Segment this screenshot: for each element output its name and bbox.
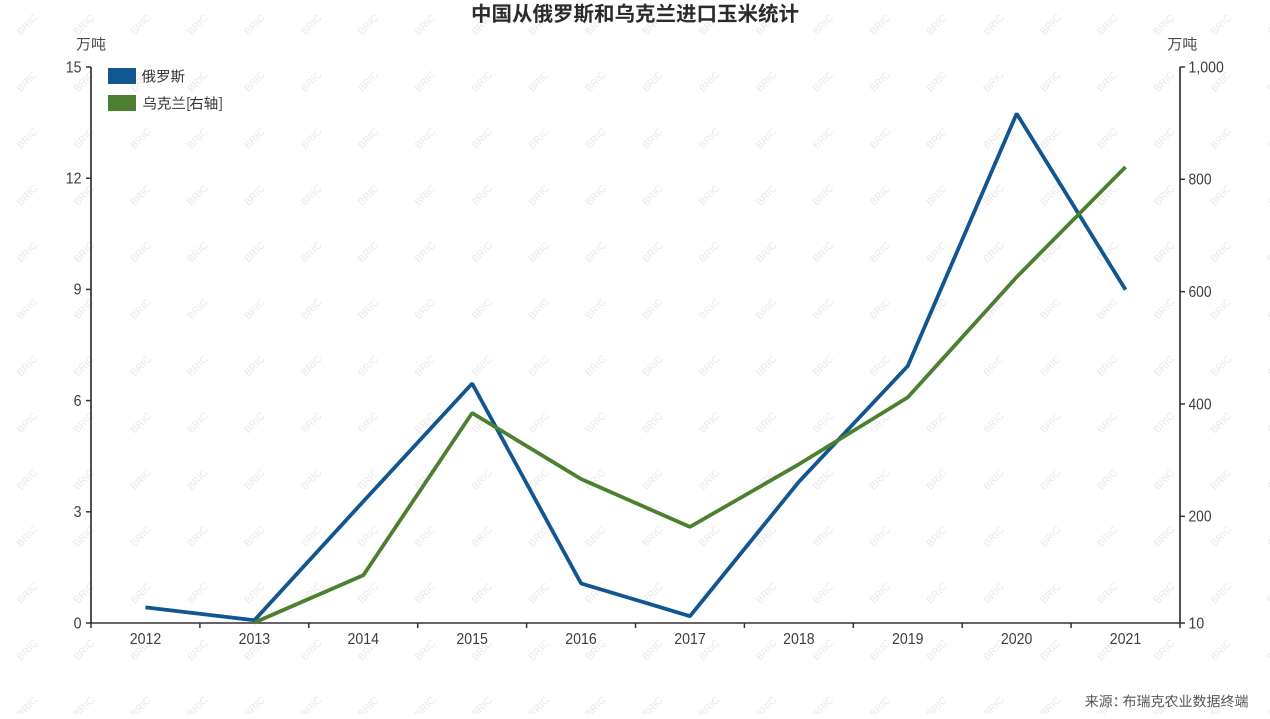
svg-text:2012: 2012 bbox=[130, 631, 162, 648]
svg-text:800: 800 bbox=[1189, 172, 1212, 189]
svg-text:15: 15 bbox=[66, 59, 82, 76]
svg-text:2020: 2020 bbox=[1001, 631, 1033, 648]
svg-text:2015: 2015 bbox=[456, 631, 488, 648]
svg-text:2017: 2017 bbox=[674, 631, 706, 648]
svg-text:0: 0 bbox=[74, 615, 82, 632]
svg-text:3: 3 bbox=[74, 504, 82, 521]
svg-text:2016: 2016 bbox=[565, 631, 597, 648]
svg-text:2021: 2021 bbox=[1110, 631, 1142, 648]
svg-text:2013: 2013 bbox=[239, 631, 271, 648]
svg-text:10: 10 bbox=[1189, 615, 1205, 632]
svg-text:200: 200 bbox=[1189, 509, 1212, 526]
svg-text:2018: 2018 bbox=[783, 631, 815, 648]
svg-text:6: 6 bbox=[74, 393, 82, 410]
svg-text:400: 400 bbox=[1189, 396, 1212, 413]
svg-text:2019: 2019 bbox=[892, 631, 924, 648]
svg-text:600: 600 bbox=[1189, 284, 1212, 301]
svg-text:9: 9 bbox=[74, 282, 82, 299]
svg-text:2014: 2014 bbox=[348, 631, 380, 648]
svg-text:12: 12 bbox=[66, 171, 82, 188]
svg-text:1,000: 1,000 bbox=[1189, 59, 1224, 76]
